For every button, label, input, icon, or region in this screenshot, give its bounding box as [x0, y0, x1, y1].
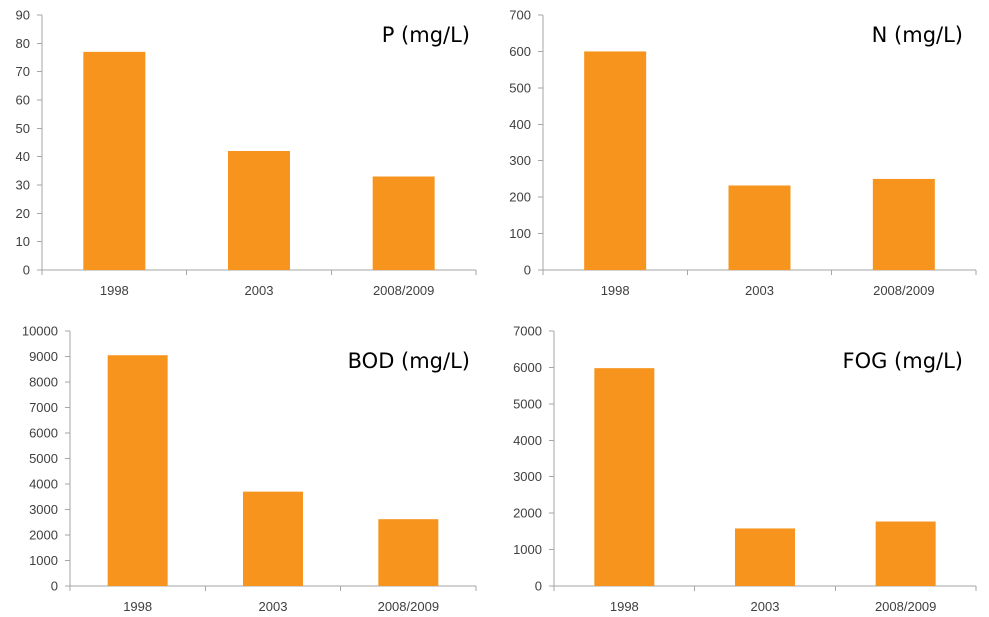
y-tick-label: 700: [509, 8, 531, 23]
y-tick-label: 20: [16, 206, 30, 221]
bar-2003: [243, 491, 303, 586]
bar-1998: [594, 368, 655, 586]
y-tick-label: 70: [16, 64, 30, 79]
x-category-label: 2003: [259, 599, 288, 614]
y-tick-label: 0: [535, 579, 542, 594]
y-tick-label: 300: [509, 153, 531, 168]
y-tick-label: 3000: [513, 469, 542, 484]
y-tick-label: 4000: [513, 433, 542, 448]
y-tick-label: 4000: [29, 477, 58, 492]
x-category-label: 1998: [123, 599, 152, 614]
x-category-label: 2003: [751, 599, 780, 614]
bar-1998: [83, 51, 146, 271]
bar-2003: [228, 151, 290, 270]
x-category-label: 2008/2009: [373, 283, 434, 298]
y-tick-label: 3000: [29, 502, 58, 517]
x-category-label: 2008/2009: [873, 283, 934, 298]
y-tick-label: 7000: [513, 324, 542, 339]
chart-title: BOD (mg/L): [348, 349, 470, 373]
chart-p: 0 10 20 30 40 50 60 70 80 90 1998 2003 2008/2009 P (m…: [16, 8, 477, 298]
chart-title: FOG (mg/L): [842, 349, 963, 373]
y-tick-label: 2000: [513, 506, 542, 521]
y-tick-label: 10: [16, 234, 30, 249]
bar-2008-2009: [372, 176, 435, 270]
y-tick-label: 9000: [29, 349, 58, 364]
y-tick-label: 400: [509, 117, 531, 132]
bar-2008-2009: [872, 178, 935, 270]
x-category-label: 2003: [745, 283, 774, 298]
x-category-label: 1998: [610, 599, 639, 614]
chart-n: 0 100 200 300 400 500 600 700 1998 2003 2008/2009 N…: [509, 8, 977, 298]
y-tick-label: 1000: [29, 553, 58, 568]
y-tick-label: 60: [16, 93, 30, 108]
y-tick-label: 0: [524, 263, 531, 278]
bar-2008-2009: [875, 521, 936, 586]
y-tick-label: 2000: [29, 528, 58, 543]
y-tick-label: 1000: [513, 542, 542, 557]
y-tick-label: 30: [16, 178, 30, 193]
y-tick-label: 600: [509, 44, 531, 59]
x-category-label: 2008/2009: [378, 599, 439, 614]
y-tick-label: 50: [16, 121, 30, 136]
y-tick-label: 90: [16, 8, 30, 23]
bar-1998: [107, 355, 168, 586]
y-tick-label: 40: [16, 149, 30, 164]
chart-title: N (mg/L): [872, 23, 963, 47]
chart-bod: 0 1000 2000 3000 4000 5000 6000 7000 8000 9000 100…: [22, 324, 477, 614]
x-category-label: 1998: [100, 283, 129, 298]
bar-2003: [735, 528, 795, 586]
y-tick-label: 5000: [513, 396, 542, 411]
y-tick-label: 80: [16, 36, 30, 51]
x-category-label: 2008/2009: [875, 599, 936, 614]
bar-2003: [728, 185, 791, 270]
chart-title: P (mg/L): [382, 23, 470, 47]
y-tick-label: 6000: [513, 360, 542, 375]
bar-1998: [584, 51, 647, 270]
y-tick-label: 6000: [29, 426, 58, 441]
y-tick-label: 8000: [29, 375, 58, 390]
y-tick-label: 0: [23, 263, 30, 278]
y-tick-label: 10000: [22, 324, 58, 339]
y-tick-label: 500: [509, 80, 531, 95]
x-category-label: 1998: [601, 283, 630, 298]
y-tick-label: 5000: [29, 451, 58, 466]
chart-fog: 0 1000 2000 3000 4000 5000 6000 7000 1998 2003 200…: [513, 324, 977, 614]
y-tick-label: 100: [509, 226, 531, 241]
bar-2008-2009: [378, 519, 439, 586]
y-tick-label: 200: [509, 190, 531, 205]
y-tick-label: 7000: [29, 400, 58, 415]
y-tick-label: 0: [51, 579, 58, 594]
x-category-label: 2003: [245, 283, 274, 298]
